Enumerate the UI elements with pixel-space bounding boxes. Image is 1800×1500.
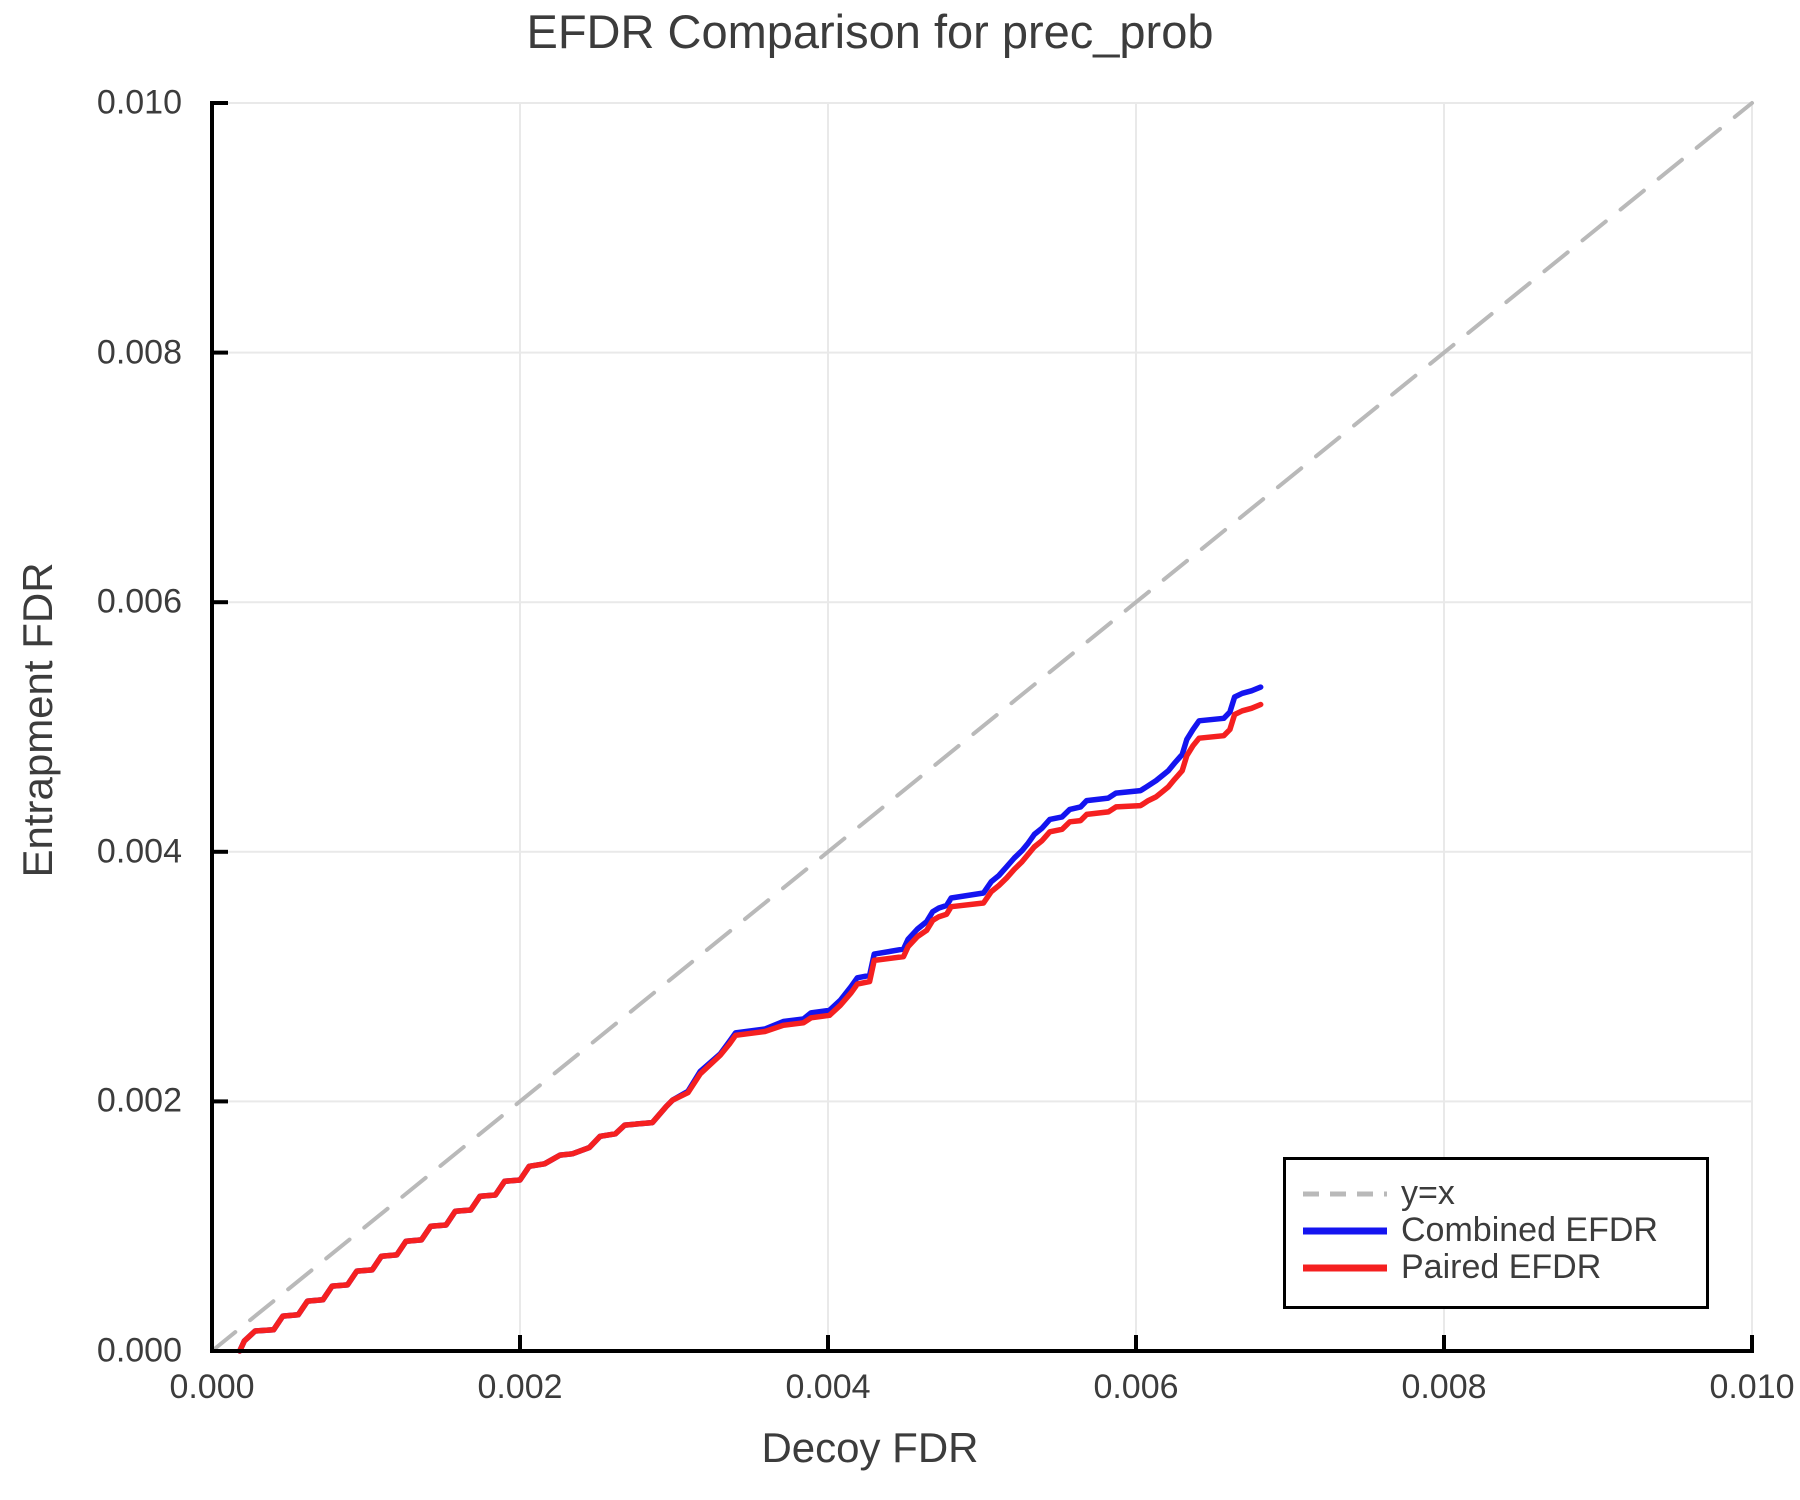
x-tick-label: 0.004 [785, 1368, 871, 1406]
legend-row-reference: y=x [1286, 1175, 1706, 1212]
x-tick-label: 0.000 [169, 1368, 255, 1406]
x-tick-label: 0.002 [477, 1368, 563, 1406]
legend-row-combined: Combined EFDR [1286, 1212, 1706, 1249]
legend-label-paired: Paired EFDR [1401, 1248, 1602, 1286]
legend: y=x Combined EFDR Paired EFDR [1283, 1157, 1709, 1309]
series-line-1 [236, 684, 1264, 1354]
y-tick-label: 0.008 [96, 333, 182, 372]
x-tick-label: 0.008 [1401, 1368, 1487, 1406]
y-tick-label: 0.010 [96, 83, 182, 122]
legend-label-reference: y=x [1401, 1174, 1455, 1212]
chart-title: EFDR Comparison for prec_prob [526, 5, 1214, 58]
x-tick-label: 0.006 [1093, 1368, 1179, 1406]
x-axis-label: Decoy FDR [761, 1424, 979, 1471]
y-tick-label: 0.004 [96, 832, 182, 871]
legend-label-combined: Combined EFDR [1401, 1211, 1658, 1249]
y-tick-label: 0.002 [96, 1081, 182, 1120]
paired-line-swatch-icon [1303, 1264, 1387, 1271]
x-tick-label: 0.010 [1709, 1368, 1795, 1406]
series-line-0 [210, 101, 1754, 1353]
series-line-2 [236, 701, 1264, 1354]
reference-line-swatch-icon [1303, 1191, 1387, 1196]
combined-line-swatch-icon [1303, 1227, 1387, 1234]
legend-row-paired: Paired EFDR [1286, 1249, 1706, 1286]
y-tick-label: 0.006 [96, 582, 182, 621]
y-tick-label: 0.000 [96, 1331, 182, 1370]
